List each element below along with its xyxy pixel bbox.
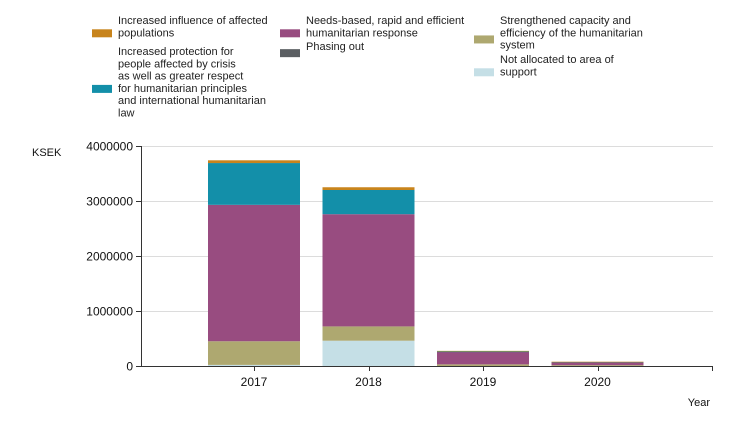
chart-legend: Increased influence of affectedpopulatio… — [92, 15, 643, 120]
legend-swatch — [92, 84, 112, 93]
legend-label: Not allocated to area of — [500, 54, 615, 66]
bar-segment — [208, 341, 300, 365]
y-tick-label: 0 — [126, 360, 133, 374]
legend-item: Needs-based, rapid and efficienthumanita… — [280, 15, 464, 39]
bar-segment — [322, 340, 415, 366]
legend-label: and international humanitarian — [118, 95, 266, 107]
legend-label: Increased influence of affected — [118, 15, 268, 27]
bar-segment — [551, 362, 644, 366]
legend-label: Phasing out — [306, 41, 364, 53]
x-axis-title: Year — [688, 397, 711, 409]
y-tick-label: 1000000 — [86, 305, 133, 319]
y-tick-label: 2000000 — [86, 250, 133, 264]
bar-segment — [437, 350, 529, 352]
legend-label: people affected by crisis — [118, 58, 236, 70]
bar-segment — [208, 364, 300, 366]
legend-label: Needs-based, rapid and efficient — [306, 15, 464, 27]
bar-segment — [322, 187, 415, 190]
bar-segment — [322, 190, 415, 215]
chart-bars — [208, 160, 644, 366]
x-tick-label: 2018 — [355, 375, 382, 389]
bar-segment — [437, 364, 529, 366]
legend-label: efficiency of the humanitarian — [500, 27, 643, 39]
bar-segment — [437, 351, 529, 365]
legend-label: system — [500, 40, 535, 52]
bar-segment — [208, 163, 300, 205]
legend-label: as well as greater respect — [118, 71, 243, 83]
y-axis-title: KSEK — [32, 147, 62, 159]
legend-label: for humanitarian principles — [118, 83, 248, 95]
chart-axes: 0 1000000 2000000 3000000 4000000 2017 2018 201… — [32, 140, 713, 409]
legend-item: Phasing out — [280, 41, 364, 58]
bar-segment — [208, 160, 300, 164]
bar-segment — [551, 361, 644, 363]
legend-item: Increased influence of affectedpopulatio… — [92, 15, 268, 39]
bar-segment — [551, 365, 644, 366]
x-tick-label: 2017 — [241, 375, 268, 389]
y-tick-label: 4000000 — [86, 140, 133, 154]
bar-segment — [322, 214, 415, 327]
legend-label: support — [500, 66, 537, 78]
legend-swatch — [474, 35, 494, 44]
bar-segment — [437, 351, 529, 353]
y-tick-label: 3000000 — [86, 195, 133, 209]
legend-swatch — [474, 68, 494, 77]
legend-label: Increased protection for — [118, 46, 234, 58]
x-tick-label: 2020 — [584, 375, 611, 389]
legend-label: law — [118, 108, 135, 120]
legend-swatch — [280, 49, 300, 58]
legend-swatch — [92, 29, 112, 38]
legend-swatch — [280, 29, 300, 38]
bar-segment — [208, 204, 300, 342]
x-tick-label: 2019 — [470, 375, 497, 389]
legend-label: populations — [118, 27, 175, 39]
bar-segment — [322, 326, 415, 341]
legend-label: Strengthened capacity and — [500, 15, 631, 27]
legend-label: humanitarian response — [306, 27, 418, 39]
